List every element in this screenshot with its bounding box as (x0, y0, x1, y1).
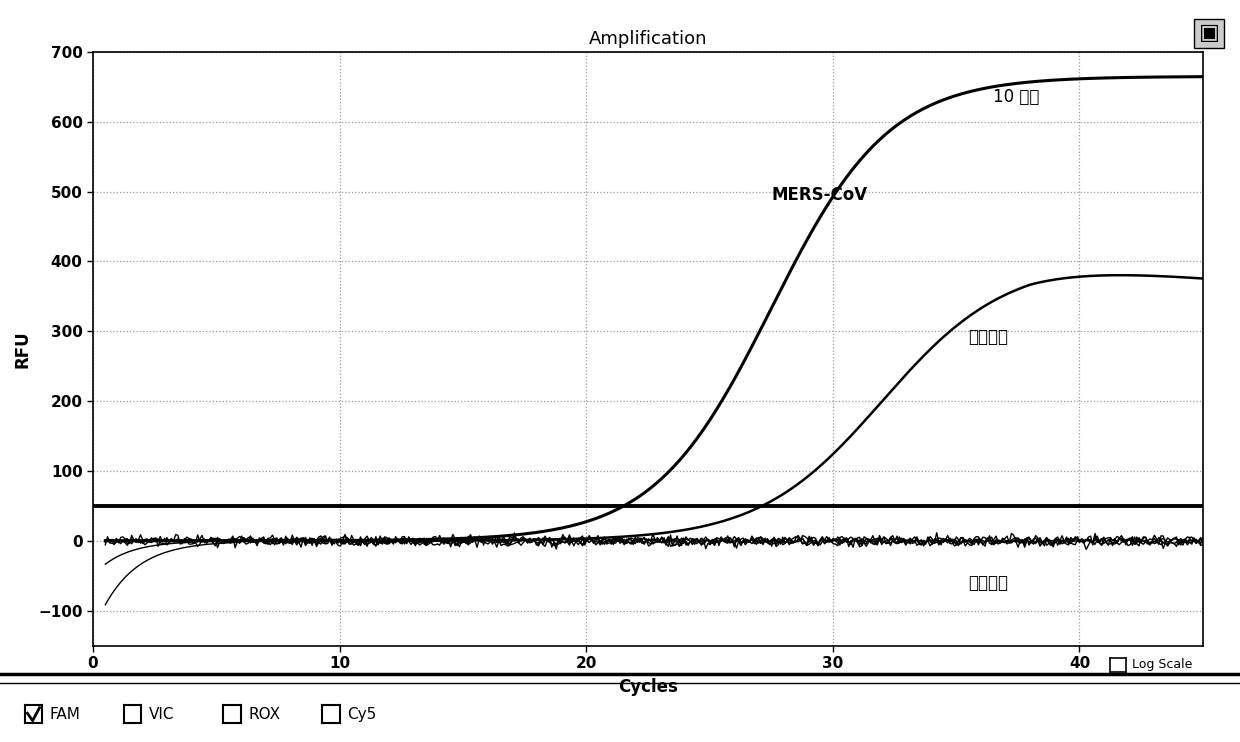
Text: ▣: ▣ (1199, 24, 1219, 43)
Text: 阴性质控: 阴性质控 (968, 574, 1008, 592)
Text: 阳性质控: 阳性质控 (968, 328, 1008, 346)
Y-axis label: RFU: RFU (14, 330, 31, 367)
Text: MERS-CoV: MERS-CoV (771, 186, 867, 204)
Text: VIC: VIC (149, 706, 175, 722)
Text: Cy5: Cy5 (347, 706, 377, 722)
Text: 10 拷贝: 10 拷贝 (993, 88, 1039, 106)
Text: ROX: ROX (248, 706, 280, 722)
Title: Amplification: Amplification (589, 30, 707, 47)
X-axis label: Cycles: Cycles (618, 678, 678, 696)
Text: FAM: FAM (50, 706, 81, 722)
Text: Log Scale: Log Scale (1132, 658, 1193, 672)
